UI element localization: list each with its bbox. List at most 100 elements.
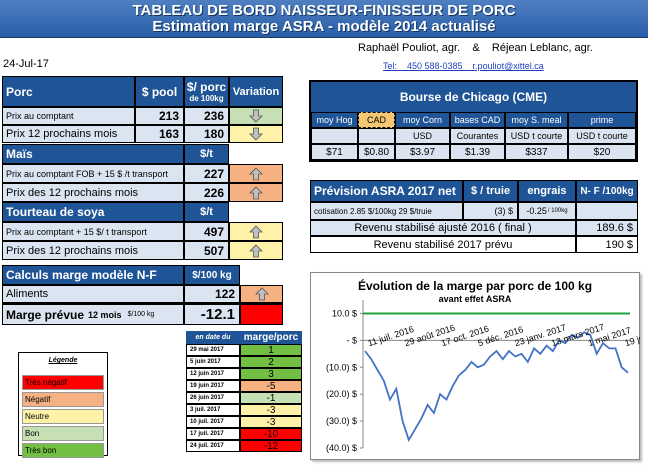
arrow-up-icon bbox=[249, 243, 263, 257]
aliments-label: Aliments bbox=[2, 285, 184, 303]
marge-row: Marge prévue 12 mois $/100 kg bbox=[2, 303, 184, 325]
cme-col-value: $3.97 bbox=[395, 144, 450, 160]
porc-header: Porc bbox=[2, 76, 135, 107]
cme-col-unit bbox=[311, 128, 358, 144]
history-col-date: en date du bbox=[186, 331, 240, 344]
history-row-value: -1 bbox=[240, 392, 302, 404]
cme-col-value: $20 bbox=[568, 144, 636, 160]
asra-revenu-2016-label: Revenu stabilisé ajusté 2016 ( final ) bbox=[310, 220, 576, 236]
mais-row-label: Prix au comptant FOB + 15 $ /t transport bbox=[2, 164, 184, 183]
porc-col-variation: Variation bbox=[229, 76, 283, 107]
porc-row-pool: 163 bbox=[135, 125, 184, 143]
porc-col-porc: $/ porc de 100kg bbox=[184, 76, 229, 107]
chart-subtitle: avant effet ASRA bbox=[438, 294, 512, 304]
tourteau-unit: $/t bbox=[184, 202, 229, 222]
legend-item: Neutre bbox=[22, 409, 104, 424]
asra-revenu-2016-value: 189.6 $ bbox=[576, 220, 638, 236]
porc-row-pool: 213 bbox=[135, 107, 184, 125]
authors: Raphaël Pouliot, agr. & Réjean Leblanc, … bbox=[358, 42, 593, 54]
porc-col-pool: $ pool bbox=[135, 76, 184, 107]
contact-link[interactable]: Tel: 450 588-0385 r.pouliot@xittel.ca bbox=[383, 61, 544, 71]
marge-label: Marge prévue bbox=[6, 307, 85, 322]
porc-col-porc-label: $/ porc bbox=[186, 80, 227, 94]
arrow-up-icon bbox=[249, 166, 263, 180]
porc-row-label: Prix 12 prochains mois bbox=[2, 125, 135, 143]
aliments-variation bbox=[240, 285, 283, 303]
legend-item: Négatif bbox=[22, 392, 104, 407]
history-col-marge: marge/porc bbox=[240, 331, 302, 344]
porc-row-porc: 180 bbox=[184, 125, 229, 143]
aliments-value: 122 bbox=[184, 285, 240, 303]
cme-col-head: prime bbox=[568, 112, 636, 128]
mais-row-value: 227 bbox=[184, 164, 229, 183]
y-tick-label: (10.0) $ bbox=[326, 362, 357, 372]
calculs-unit: $/100 kg bbox=[184, 265, 240, 285]
tourteau-row-label: Prix des 12 prochains mois bbox=[2, 241, 184, 260]
cme-title: Bourse de Chicago (CME) bbox=[311, 82, 636, 112]
legend-item: Très bon bbox=[22, 443, 104, 458]
cme-col-unit: Courantes bbox=[450, 128, 505, 144]
arrow-up-icon bbox=[249, 224, 263, 238]
tourteau-row-value: 497 bbox=[184, 222, 229, 241]
mais-row-variation bbox=[229, 164, 283, 183]
porc-col-porc-sub: de 100kg bbox=[189, 94, 224, 103]
history-row-date: 3 juil. 2017 bbox=[186, 404, 240, 416]
y-tick-label: - $ bbox=[346, 335, 357, 345]
porc-row-label: Prix au comptant bbox=[2, 107, 135, 125]
history-row-value: -12 bbox=[240, 440, 302, 452]
cme-col-unit bbox=[358, 128, 395, 144]
legend-item: Bon bbox=[22, 426, 104, 441]
y-tick-label: 10.0 $ bbox=[332, 308, 357, 318]
legend-title: Légende bbox=[48, 357, 78, 364]
asra-col1: $ / truie bbox=[463, 180, 518, 202]
cme-col-unit: USD t courte bbox=[568, 128, 636, 144]
history-row-value: 1 bbox=[240, 344, 302, 356]
cme-col-head: moy S. meal bbox=[505, 112, 568, 128]
history-row-value: -3 bbox=[240, 404, 302, 416]
asra-revenu-2017-value: 190 $ bbox=[576, 236, 638, 253]
history-row-date: 5 juin 2017 bbox=[186, 356, 240, 368]
marge-unit: $/100 kg bbox=[127, 311, 155, 318]
history-row-date: 26 juin 2017 bbox=[186, 392, 240, 404]
y-tick-label: (40.0) $ bbox=[326, 443, 357, 453]
history-row-date: 24 juil. 2017 bbox=[186, 440, 240, 452]
history-row-date: 17 juil. 2017 bbox=[186, 428, 240, 440]
history-row-date: 12 juin 2017 bbox=[186, 368, 240, 380]
history-row-value: -3 bbox=[240, 416, 302, 428]
asra-col2: engrais bbox=[518, 180, 576, 202]
asra-cotisation-truie: (3) $ bbox=[463, 202, 518, 220]
page-subtitle: Estimation marge ASRA - modèle 2014 actu… bbox=[152, 18, 496, 35]
history-row-date: 10 juil. 2017 bbox=[186, 416, 240, 428]
cme-col-head: CAD bbox=[358, 112, 395, 128]
mais-unit: $/t bbox=[184, 144, 229, 164]
history-row-value: 2 bbox=[240, 356, 302, 368]
mais-row-variation bbox=[229, 183, 283, 202]
tourteau-row-label: Prix au comptant + 15 $/ t transport bbox=[2, 222, 184, 241]
arrow-down-icon bbox=[249, 127, 263, 141]
history-row-date: 19 juin 2017 bbox=[186, 380, 240, 392]
legend-item: Très négatif bbox=[22, 375, 104, 390]
asra-engrais-unit: / 100kg bbox=[547, 208, 568, 214]
mais-row-value: 226 bbox=[184, 183, 229, 202]
report-date: 24-Jul-17 bbox=[3, 58, 49, 70]
arrow-down-icon bbox=[249, 109, 263, 123]
asra-cotisation-engrais: -0.25 / 100kg bbox=[518, 202, 576, 220]
legend: Légende Très négatif Négatif Neutre Bon Très… bbox=[18, 352, 108, 458]
cme-col-head: bases CAD bbox=[450, 112, 505, 128]
page-title: TABLEAU DE BORD NAISSEUR-FINISSEUR DE PO… bbox=[132, 2, 516, 19]
margin-line-chart: 10.0 $ - $ (10.0) $ (20.0) $ (30.0) $ (40.0) … bbox=[326, 300, 640, 453]
chart-title: Évolution de la marge par porc de 100 kg bbox=[357, 279, 593, 293]
porc-row-variation bbox=[229, 125, 283, 143]
porc-row-variation bbox=[229, 107, 283, 125]
cme-col-value: $71 bbox=[311, 144, 358, 160]
tourteau-row-variation bbox=[229, 222, 283, 241]
history-row-value: -5 bbox=[240, 380, 302, 392]
history-row-value: 3 bbox=[240, 368, 302, 380]
tourteau-row-value: 507 bbox=[184, 241, 229, 260]
marge-value: -12.1 bbox=[184, 303, 240, 325]
cme-col-unit: USD bbox=[395, 128, 450, 144]
porc-row-porc: 236 bbox=[184, 107, 229, 125]
mais-row-label: Prix des 12 prochains mois bbox=[2, 183, 184, 202]
cme-col-value: $337 bbox=[505, 144, 568, 160]
arrow-up-icon bbox=[249, 185, 263, 199]
